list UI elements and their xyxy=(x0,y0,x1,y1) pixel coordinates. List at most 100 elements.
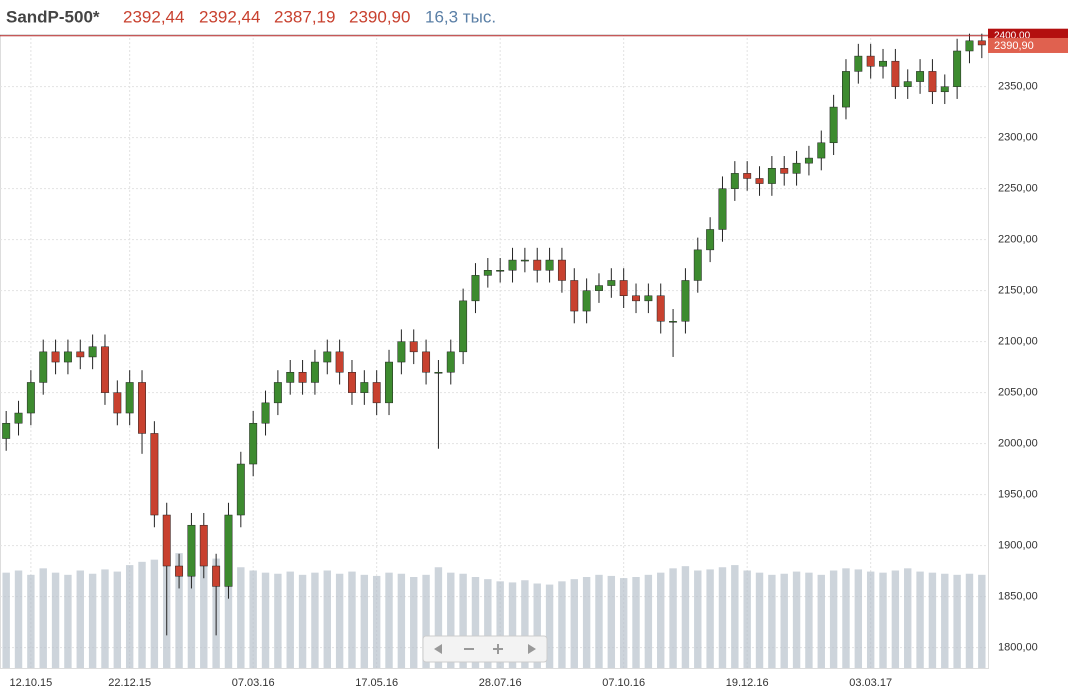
volume-bar xyxy=(138,561,146,668)
candle-body xyxy=(113,392,122,414)
candle-body xyxy=(483,270,492,276)
candle-body xyxy=(372,382,381,404)
candle-body xyxy=(249,422,258,465)
candle-body xyxy=(51,351,60,363)
candle-body xyxy=(681,280,690,322)
candle-body xyxy=(224,514,233,587)
volume-bar xyxy=(459,573,467,668)
volume-bar xyxy=(101,569,109,668)
candle-body xyxy=(693,249,702,281)
y-tick-label: 2150,00 xyxy=(998,285,1038,297)
candle-body xyxy=(953,50,962,87)
candle-body xyxy=(335,351,344,373)
volume-bar xyxy=(200,560,208,668)
volume-bar xyxy=(372,575,381,668)
volume-bar xyxy=(866,571,875,668)
candle-body xyxy=(916,71,925,82)
volume-bar xyxy=(570,579,578,668)
candle-body xyxy=(298,371,307,383)
x-tick-label: 17.05.16 xyxy=(355,677,398,689)
candle-body xyxy=(928,71,937,93)
volume-bar xyxy=(681,566,690,668)
volume-bar xyxy=(335,573,344,668)
scroll-left-button[interactable] xyxy=(434,644,442,654)
volume-bar xyxy=(237,567,245,668)
candle-body xyxy=(817,142,826,159)
volume-bar xyxy=(842,568,850,668)
candle-body xyxy=(434,371,443,374)
volume-bar xyxy=(854,569,863,668)
y-tick-label: 2200,00 xyxy=(998,234,1038,246)
candle-body xyxy=(619,280,628,297)
candle-body xyxy=(755,178,764,184)
quote-value: 2390,90 xyxy=(349,7,410,26)
volume-bar xyxy=(582,577,591,668)
volume-bar xyxy=(434,567,443,668)
candle-body xyxy=(730,173,739,189)
candle-body xyxy=(854,55,863,72)
volume-bar xyxy=(891,570,900,668)
candle-body xyxy=(471,275,480,302)
volume-bar xyxy=(595,574,603,668)
candle-body xyxy=(903,81,912,87)
candle-body xyxy=(446,351,455,373)
volume-bar xyxy=(792,571,801,668)
x-tick-label: 07.10.16 xyxy=(602,677,645,689)
candle-body xyxy=(977,40,986,46)
volume-bar xyxy=(113,571,122,668)
candle-body xyxy=(718,188,727,230)
volume-bar xyxy=(410,577,418,668)
zoom-out-button[interactable] xyxy=(464,648,474,650)
candle-body xyxy=(150,433,159,516)
volume-bar xyxy=(916,571,924,668)
x-tick-label: 19.12.16 xyxy=(726,677,769,689)
volume-bar xyxy=(533,583,541,668)
volume-bar xyxy=(348,571,356,668)
volume-bar xyxy=(484,579,492,668)
candle-body xyxy=(162,514,171,567)
header: SandP-500* 2392,44 2392,44 2387,19 2390,… xyxy=(6,7,496,26)
x-tick-label: 22.12.15 xyxy=(108,677,151,689)
volume-bar xyxy=(521,580,529,668)
volume-bar xyxy=(64,574,72,668)
candle-body xyxy=(125,382,134,414)
candle-body xyxy=(940,86,949,93)
volume-bar xyxy=(27,574,35,668)
volume-bar xyxy=(743,570,751,668)
volume-bar xyxy=(274,573,282,668)
volume-bar xyxy=(619,578,628,668)
candle-body xyxy=(533,259,542,271)
x-tick-label: 03.03.17 xyxy=(849,677,892,689)
y-tick-label: 2100,00 xyxy=(998,336,1038,348)
candle-body xyxy=(39,351,48,383)
candle-body xyxy=(582,290,591,312)
volume-bar xyxy=(360,574,369,668)
volume-bar xyxy=(286,571,294,668)
volume-bar xyxy=(187,557,196,668)
plot-border xyxy=(0,34,989,669)
candle-body xyxy=(866,55,875,67)
candle-body xyxy=(385,361,393,404)
volume-bar xyxy=(39,568,47,668)
candle-body xyxy=(965,40,974,52)
volume-bar xyxy=(125,565,134,668)
volume-bar xyxy=(471,577,480,668)
quote-value: 2392,44 xyxy=(199,7,260,26)
volume-bar xyxy=(904,568,912,668)
volume-bar xyxy=(496,581,504,668)
candle-body xyxy=(310,361,319,383)
candle-body xyxy=(829,106,838,144)
volume-bar xyxy=(88,573,97,668)
zoom-controls xyxy=(422,635,548,663)
candle-body xyxy=(570,280,579,312)
scroll-right-button[interactable] xyxy=(528,644,536,654)
zoom-in-button[interactable] xyxy=(493,644,503,654)
candle-body xyxy=(804,157,813,164)
volume-bar xyxy=(607,575,616,668)
candle-body xyxy=(76,351,85,358)
candle-body xyxy=(842,71,850,108)
volume-bar xyxy=(422,574,430,668)
volume-bar xyxy=(928,572,937,668)
candle-body xyxy=(792,162,801,174)
